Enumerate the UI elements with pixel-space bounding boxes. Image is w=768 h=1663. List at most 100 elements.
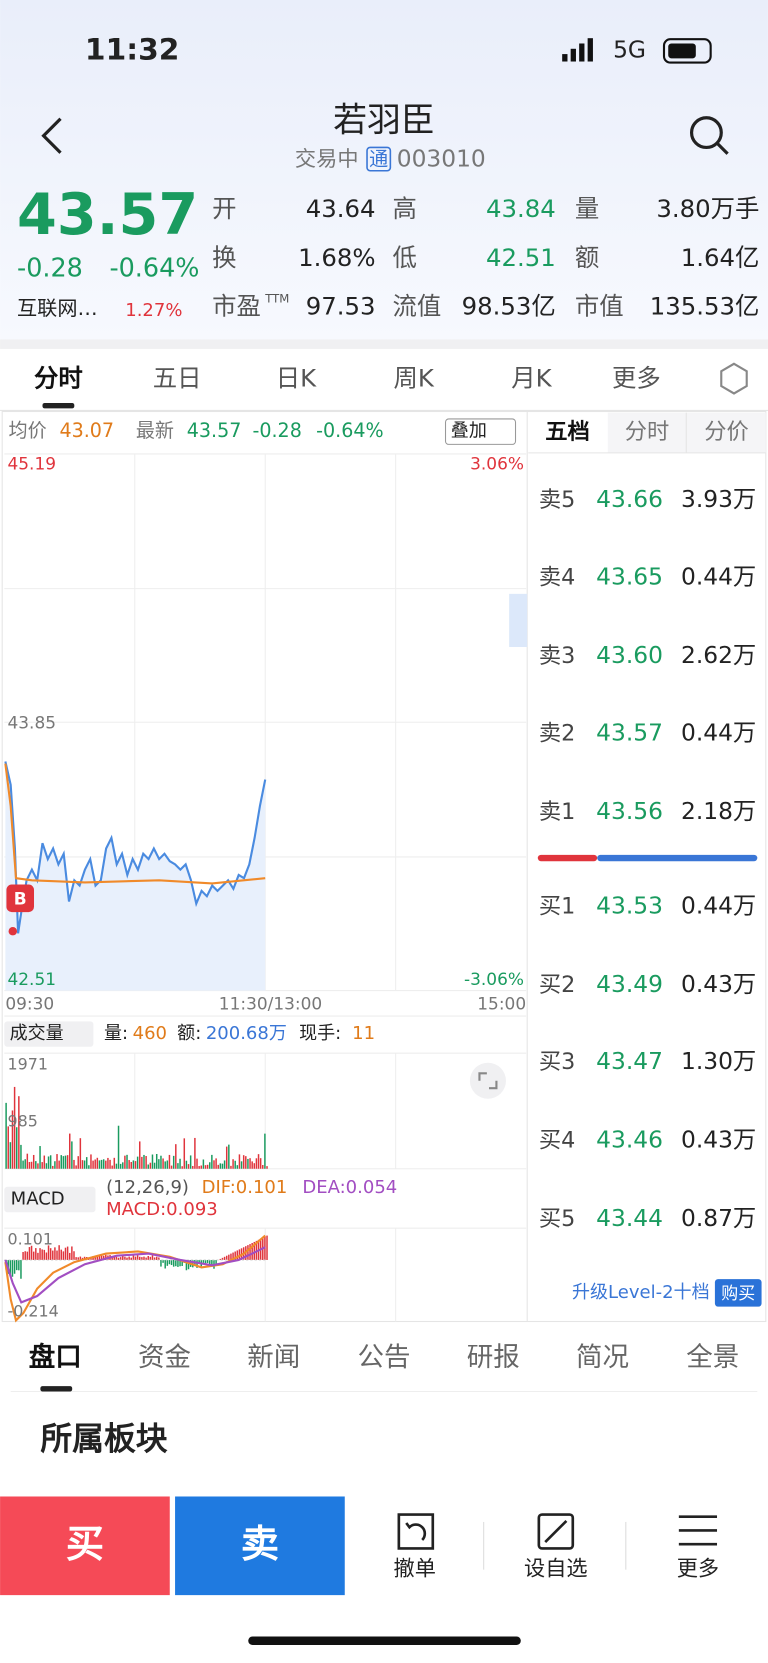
buy-label[interactable]: 买 <box>66 1523 104 1567</box>
vol-label: 量: <box>104 1023 128 1044</box>
chart-tab[interactable]: 月K <box>511 364 552 393</box>
stat-value: 42.51 <box>486 243 556 272</box>
info-tab[interactable]: 研报 <box>467 1342 520 1373</box>
price-area <box>5 761 266 991</box>
ob-label: 买4 <box>539 1128 575 1154</box>
ob-tab[interactable]: 分价 <box>704 419 749 445</box>
ob-label: 卖4 <box>539 565 575 591</box>
stock-name: 若羽臣 <box>333 101 435 140</box>
buy-button[interactable] <box>0 1496 170 1596</box>
avg-line <box>4 763 266 885</box>
ob-volume: 0.44万 <box>681 891 756 919</box>
home-indicator <box>248 1636 521 1645</box>
marker: B <box>14 888 27 908</box>
ob-volume: 3.93万 <box>681 485 756 513</box>
cancel-icon[interactable] <box>397 1513 435 1550</box>
ob-label: 买3 <box>539 1049 575 1075</box>
stat-label: 市盈 <box>212 292 261 321</box>
more-label[interactable]: 更多 <box>677 1557 719 1582</box>
sector[interactable]: 互联网… <box>17 296 98 320</box>
chart-tab[interactable]: 周K <box>394 364 435 393</box>
time-label: 11:30/13:00 <box>219 993 322 1013</box>
macd-selector-box[interactable] <box>4 1186 96 1213</box>
price-line <box>4 761 267 934</box>
volume-selector[interactable]: 成交量 <box>10 1023 64 1044</box>
watch-icon[interactable] <box>537 1513 575 1550</box>
change-pct: -0.64% <box>109 253 199 283</box>
ob-volume: 0.87万 <box>681 1204 756 1232</box>
battery <box>662 38 712 64</box>
stat-label: 开 <box>212 194 236 223</box>
amt-value: 200.68万 <box>206 1023 287 1044</box>
overlay[interactable]: 叠加 <box>451 421 487 442</box>
info-tab[interactable]: 新闻 <box>247 1342 300 1373</box>
time-label: 09:30 <box>5 993 54 1013</box>
dea: DEA:0.054 <box>302 1177 397 1198</box>
sell-label[interactable]: 卖 <box>241 1523 279 1567</box>
buy-point <box>8 926 18 936</box>
stat-label: 换 <box>212 243 236 272</box>
back-icon[interactable] <box>41 117 62 154</box>
overlay-box[interactable] <box>444 418 517 445</box>
ob-label: 卖1 <box>539 799 575 825</box>
marker-box <box>6 884 35 913</box>
latest-value: 43.57 <box>187 419 242 442</box>
info-tab[interactable]: 简况 <box>576 1342 629 1373</box>
divider <box>0 339 768 349</box>
ob-label: 卖2 <box>539 720 575 746</box>
watch-label[interactable]: 设自选 <box>524 1557 588 1582</box>
ob-tab[interactable]: 分时 <box>625 419 670 445</box>
axis-label: 45.19 <box>7 454 56 474</box>
latest-change: -0.28 <box>252 419 301 442</box>
chart-tab[interactable]: 分时 <box>34 364 83 393</box>
info-tab[interactable]: 盘口 <box>29 1342 82 1373</box>
ob-volume: 0.44万 <box>681 563 756 591</box>
stat-value: 1.68% <box>298 243 375 272</box>
ob-tab-active[interactable] <box>528 412 608 453</box>
dif: DIF:0.101 <box>202 1177 288 1198</box>
axis-label: 3.06% <box>470 454 524 474</box>
info-tab[interactable]: 公告 <box>358 1342 411 1373</box>
chart-tab[interactable]: 更多 <box>612 364 661 393</box>
settings-icon[interactable] <box>720 362 748 395</box>
sell-button[interactable] <box>175 1496 345 1596</box>
ob-price: 43.47 <box>596 1047 663 1075</box>
buy-badge-label[interactable]: 购买 <box>721 1283 755 1303</box>
badge-box <box>366 146 392 172</box>
header-bg <box>0 0 768 340</box>
ob-volume: 0.43万 <box>681 1126 756 1154</box>
time-label: 15:00 <box>477 993 526 1013</box>
side-handle[interactable] <box>509 593 528 647</box>
macd-selector[interactable]: MACD <box>11 1189 65 1210</box>
ob-volume: 1.30万 <box>681 1047 756 1075</box>
hand-label: 现手: <box>299 1023 341 1044</box>
stat-label: 流值 <box>392 292 441 321</box>
upgrade-link[interactable]: 升级Level-2十档 <box>572 1282 710 1303</box>
network: 5G <box>613 35 646 63</box>
expand-button[interactable] <box>469 1062 506 1099</box>
signal-bars <box>562 38 593 62</box>
chart-tab[interactable]: 五日 <box>153 364 202 393</box>
stat-label: 额 <box>575 243 599 272</box>
more-icon[interactable] <box>678 1515 718 1546</box>
cancel-label[interactable]: 撤单 <box>394 1557 436 1582</box>
info-tab[interactable]: 资金 <box>138 1342 191 1373</box>
axis-label: -0.214 <box>7 1301 58 1320</box>
latest-pct: -0.64% <box>316 419 384 442</box>
tab-underline <box>42 403 75 409</box>
volume-selector-box[interactable] <box>4 1021 94 1047</box>
ob-tab[interactable]: 五档 <box>545 419 590 445</box>
chart-tab[interactable]: 日K <box>276 364 317 393</box>
info-tab[interactable]: 全景 <box>686 1342 739 1373</box>
dea-line <box>4 1246 266 1304</box>
sector-pct: 1.27% <box>125 300 182 321</box>
search-icon[interactable] <box>689 116 723 150</box>
change: -0.28 <box>17 253 83 283</box>
buy-badge[interactable] <box>714 1279 762 1307</box>
ob-volume: 2.18万 <box>681 797 756 825</box>
stat-value: 43.64 <box>306 194 376 223</box>
axis-label: 985 <box>7 1112 37 1131</box>
stat-label: 低 <box>392 243 416 272</box>
info-tab-underline <box>40 1386 73 1392</box>
clock: 11:32 <box>85 32 180 67</box>
